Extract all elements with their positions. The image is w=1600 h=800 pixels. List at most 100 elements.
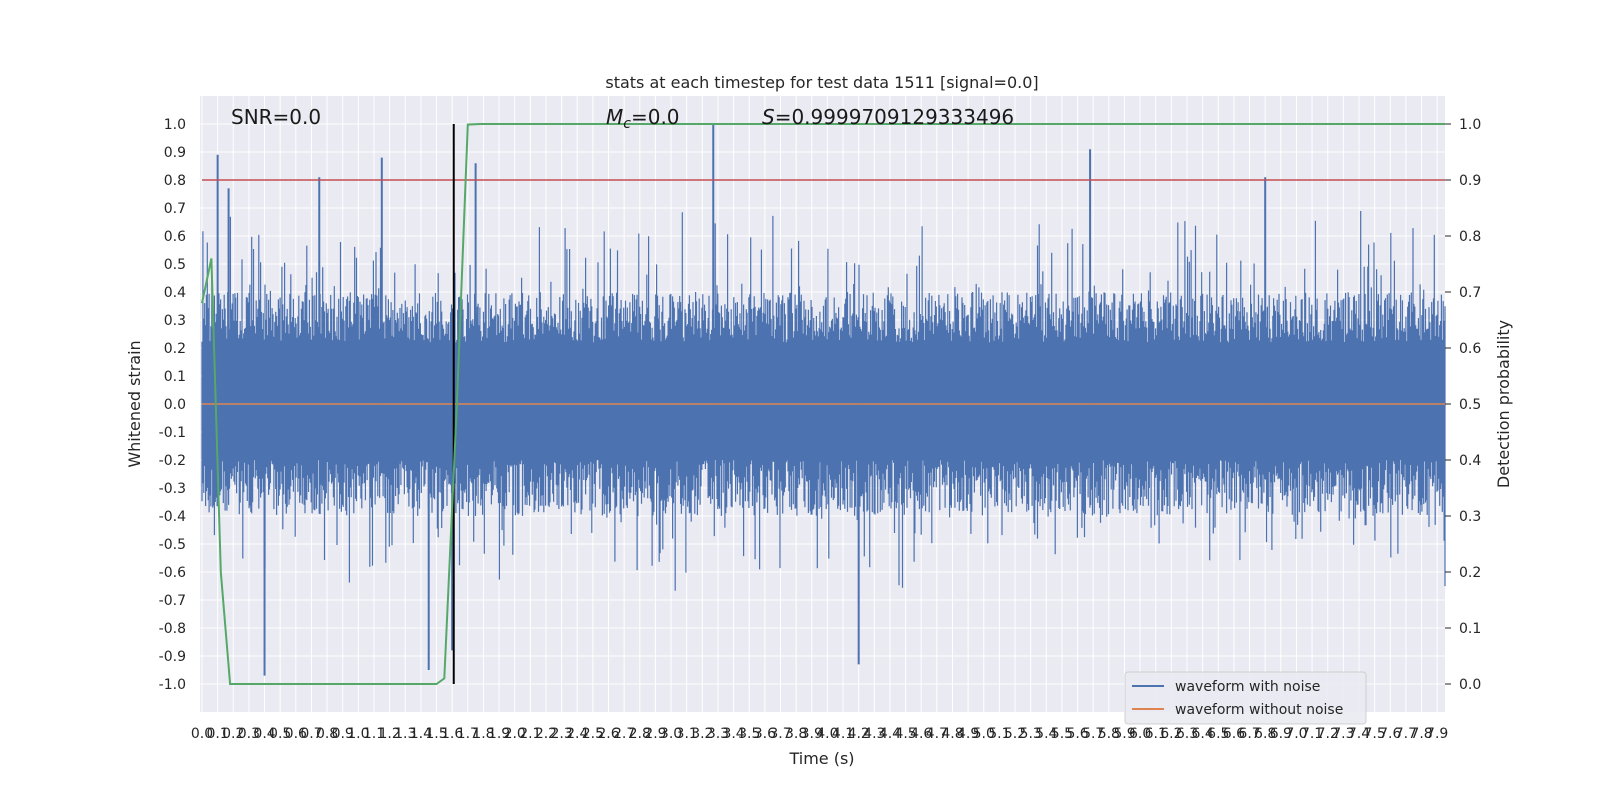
x-tick-label: 0.6 bbox=[285, 726, 307, 742]
x-tick-label: 7.8 bbox=[1410, 726, 1432, 742]
x-tick-label: 5.4 bbox=[1035, 726, 1057, 742]
y-right-axis-label: Detection probability bbox=[1494, 320, 1513, 488]
y-right-tick-label: 0.2 bbox=[1459, 565, 1481, 581]
x-tick-label: 4.0 bbox=[816, 726, 838, 742]
x-tick-label: 4.3 bbox=[863, 726, 885, 742]
s-symbol: S bbox=[762, 105, 775, 129]
x-tick-label: 4.9 bbox=[957, 726, 979, 742]
y-right-tick-labels: 0.0 0.1 0.2 0.3 0.4 0.5 0.6 0.7 0.8 0.9 1.0 bbox=[1445, 117, 1481, 693]
y-right-tick-label: 0.7 bbox=[1459, 285, 1481, 301]
x-tick-label: 7.7 bbox=[1395, 726, 1417, 742]
y-tick-label: -1.0 bbox=[159, 677, 186, 693]
y-tick-label: -0.7 bbox=[159, 593, 186, 609]
legend-box bbox=[1124, 671, 1367, 725]
s-annotation: S=0.9999709129333496 bbox=[762, 105, 1014, 129]
y-tick-label: 0.9 bbox=[164, 145, 186, 161]
x-tick-label: 6.9 bbox=[1270, 726, 1292, 742]
x-tick-label: 4.5 bbox=[894, 726, 916, 742]
x-tick-label: 0.8 bbox=[316, 726, 338, 742]
x-tick-label: 6.7 bbox=[1238, 726, 1260, 742]
x-tick-label: 2.4 bbox=[566, 726, 588, 742]
y-tick-labels: -1.0 -0.9 -0.8 -0.7 -0.6 -0.5 -0.4 -0.3 -0.2 -0.1… bbox=[159, 117, 186, 693]
x-tick-label: 2.2 bbox=[535, 726, 557, 742]
probability-line bbox=[201, 123, 1445, 685]
y-tick-label: 1.0 bbox=[164, 117, 186, 133]
x-tick-label: 3.2 bbox=[691, 726, 713, 742]
x-tick-label: 6.4 bbox=[1192, 726, 1214, 742]
x-tick-label: 1.3 bbox=[394, 726, 416, 742]
x-tick-label: 2.0 bbox=[504, 726, 526, 742]
y-tick-label: -0.9 bbox=[159, 649, 186, 665]
x-tick-label: 5.0 bbox=[973, 726, 995, 742]
x-tick-label: 3.9 bbox=[801, 726, 823, 742]
x-tick-label: 7.2 bbox=[1317, 726, 1339, 742]
x-tick-label: 7.5 bbox=[1364, 726, 1386, 742]
x-tick-label: 7.3 bbox=[1332, 726, 1354, 742]
x-tick-label: 1.2 bbox=[378, 726, 400, 742]
x-tick-label: 7.0 bbox=[1285, 726, 1307, 742]
y-tick-label: 0.7 bbox=[164, 201, 186, 217]
x-tick-label: 1.6 bbox=[441, 726, 463, 742]
y-right-tick-label: 0.1 bbox=[1459, 621, 1481, 637]
x-tick-label: 5.6 bbox=[1066, 726, 1088, 742]
legend: waveform with noise waveform without noi… bbox=[1124, 671, 1367, 725]
x-tick-label: 2.7 bbox=[613, 726, 635, 742]
x-tick-label: 5.5 bbox=[1051, 726, 1073, 742]
s-value: =0.9999709129333496 bbox=[775, 105, 1014, 129]
x-tick-label: 4.4 bbox=[879, 726, 901, 742]
x-tick-label: 5.1 bbox=[988, 726, 1010, 742]
legend-label-with-noise: waveform with noise bbox=[1175, 679, 1320, 695]
x-tick-label: 7.1 bbox=[1301, 726, 1323, 742]
x-tick-label: 2.1 bbox=[519, 726, 541, 742]
y-tick-label: -0.2 bbox=[159, 453, 186, 469]
x-tick-label: 0.5 bbox=[269, 726, 291, 742]
y-right-tick-label: 0.6 bbox=[1459, 341, 1481, 357]
x-tick-label: 5.9 bbox=[1113, 726, 1135, 742]
x-tick-label: 2.5 bbox=[582, 726, 604, 742]
x-tick-label: 6.2 bbox=[1160, 726, 1182, 742]
y-tick-label: 0.8 bbox=[164, 173, 186, 189]
x-tick-label: 0.3 bbox=[238, 726, 260, 742]
x-tick-label: 2.9 bbox=[644, 726, 666, 742]
y-tick-label: -0.5 bbox=[159, 537, 186, 553]
y-right-tick-label: 0.0 bbox=[1459, 677, 1481, 693]
mc-annotation: Mc=0.0 bbox=[606, 105, 680, 132]
mc-symbol: M bbox=[606, 105, 623, 129]
x-tick-label: 1.7 bbox=[457, 726, 479, 742]
x-tick-label: 2.6 bbox=[597, 726, 619, 742]
y-tick-label: -0.6 bbox=[159, 565, 186, 581]
x-tick-label: 3.0 bbox=[660, 726, 682, 742]
x-tick-label: 3.5 bbox=[738, 726, 760, 742]
x-tick-label: 1.9 bbox=[488, 726, 510, 742]
y-right-tick-label: 0.3 bbox=[1459, 509, 1481, 525]
y-tick-label: 0.5 bbox=[164, 257, 186, 273]
y-tick-label: -0.1 bbox=[159, 425, 186, 441]
y-tick-label: 0.6 bbox=[164, 229, 186, 245]
x-tick-label: 3.3 bbox=[707, 726, 729, 742]
x-tick-label: 6.5 bbox=[1207, 726, 1229, 742]
x-tick-label: 7.6 bbox=[1379, 726, 1401, 742]
x-tick-label: 5.3 bbox=[1020, 726, 1042, 742]
x-tick-label: 4.1 bbox=[832, 726, 854, 742]
x-tick-label: 5.2 bbox=[1004, 726, 1026, 742]
x-tick-labels: 0.00.10.20.30.40.50.60.70.80.91.01.11.21… bbox=[191, 726, 1448, 742]
x-tick-label: 5.7 bbox=[1082, 726, 1104, 742]
x-tick-label: 4.8 bbox=[941, 726, 963, 742]
y-right-tick-label: 0.5 bbox=[1459, 397, 1481, 413]
x-tick-label: 6.8 bbox=[1254, 726, 1276, 742]
x-tick-label: 0.0 bbox=[191, 726, 213, 742]
y-tick-label: -0.8 bbox=[159, 621, 186, 637]
x-tick-label: 7.9 bbox=[1426, 726, 1448, 742]
mc-value: =0.0 bbox=[631, 105, 680, 129]
x-tick-label: 0.1 bbox=[207, 726, 229, 742]
y-right-tick-label: 1.0 bbox=[1459, 117, 1481, 133]
x-tick-label: 1.5 bbox=[425, 726, 447, 742]
x-tick-label: 6.1 bbox=[1145, 726, 1167, 742]
x-tick-label: 0.9 bbox=[332, 726, 354, 742]
series-waveform-with-noise bbox=[201, 124, 1446, 676]
y-right-tick-label: 0.4 bbox=[1459, 453, 1481, 469]
y-axis-label: Whitened strain bbox=[125, 340, 144, 467]
x-tick-label: 1.4 bbox=[410, 726, 432, 742]
x-axis-label: Time (s) bbox=[788, 749, 854, 768]
y-tick-label: 0.1 bbox=[164, 369, 186, 385]
